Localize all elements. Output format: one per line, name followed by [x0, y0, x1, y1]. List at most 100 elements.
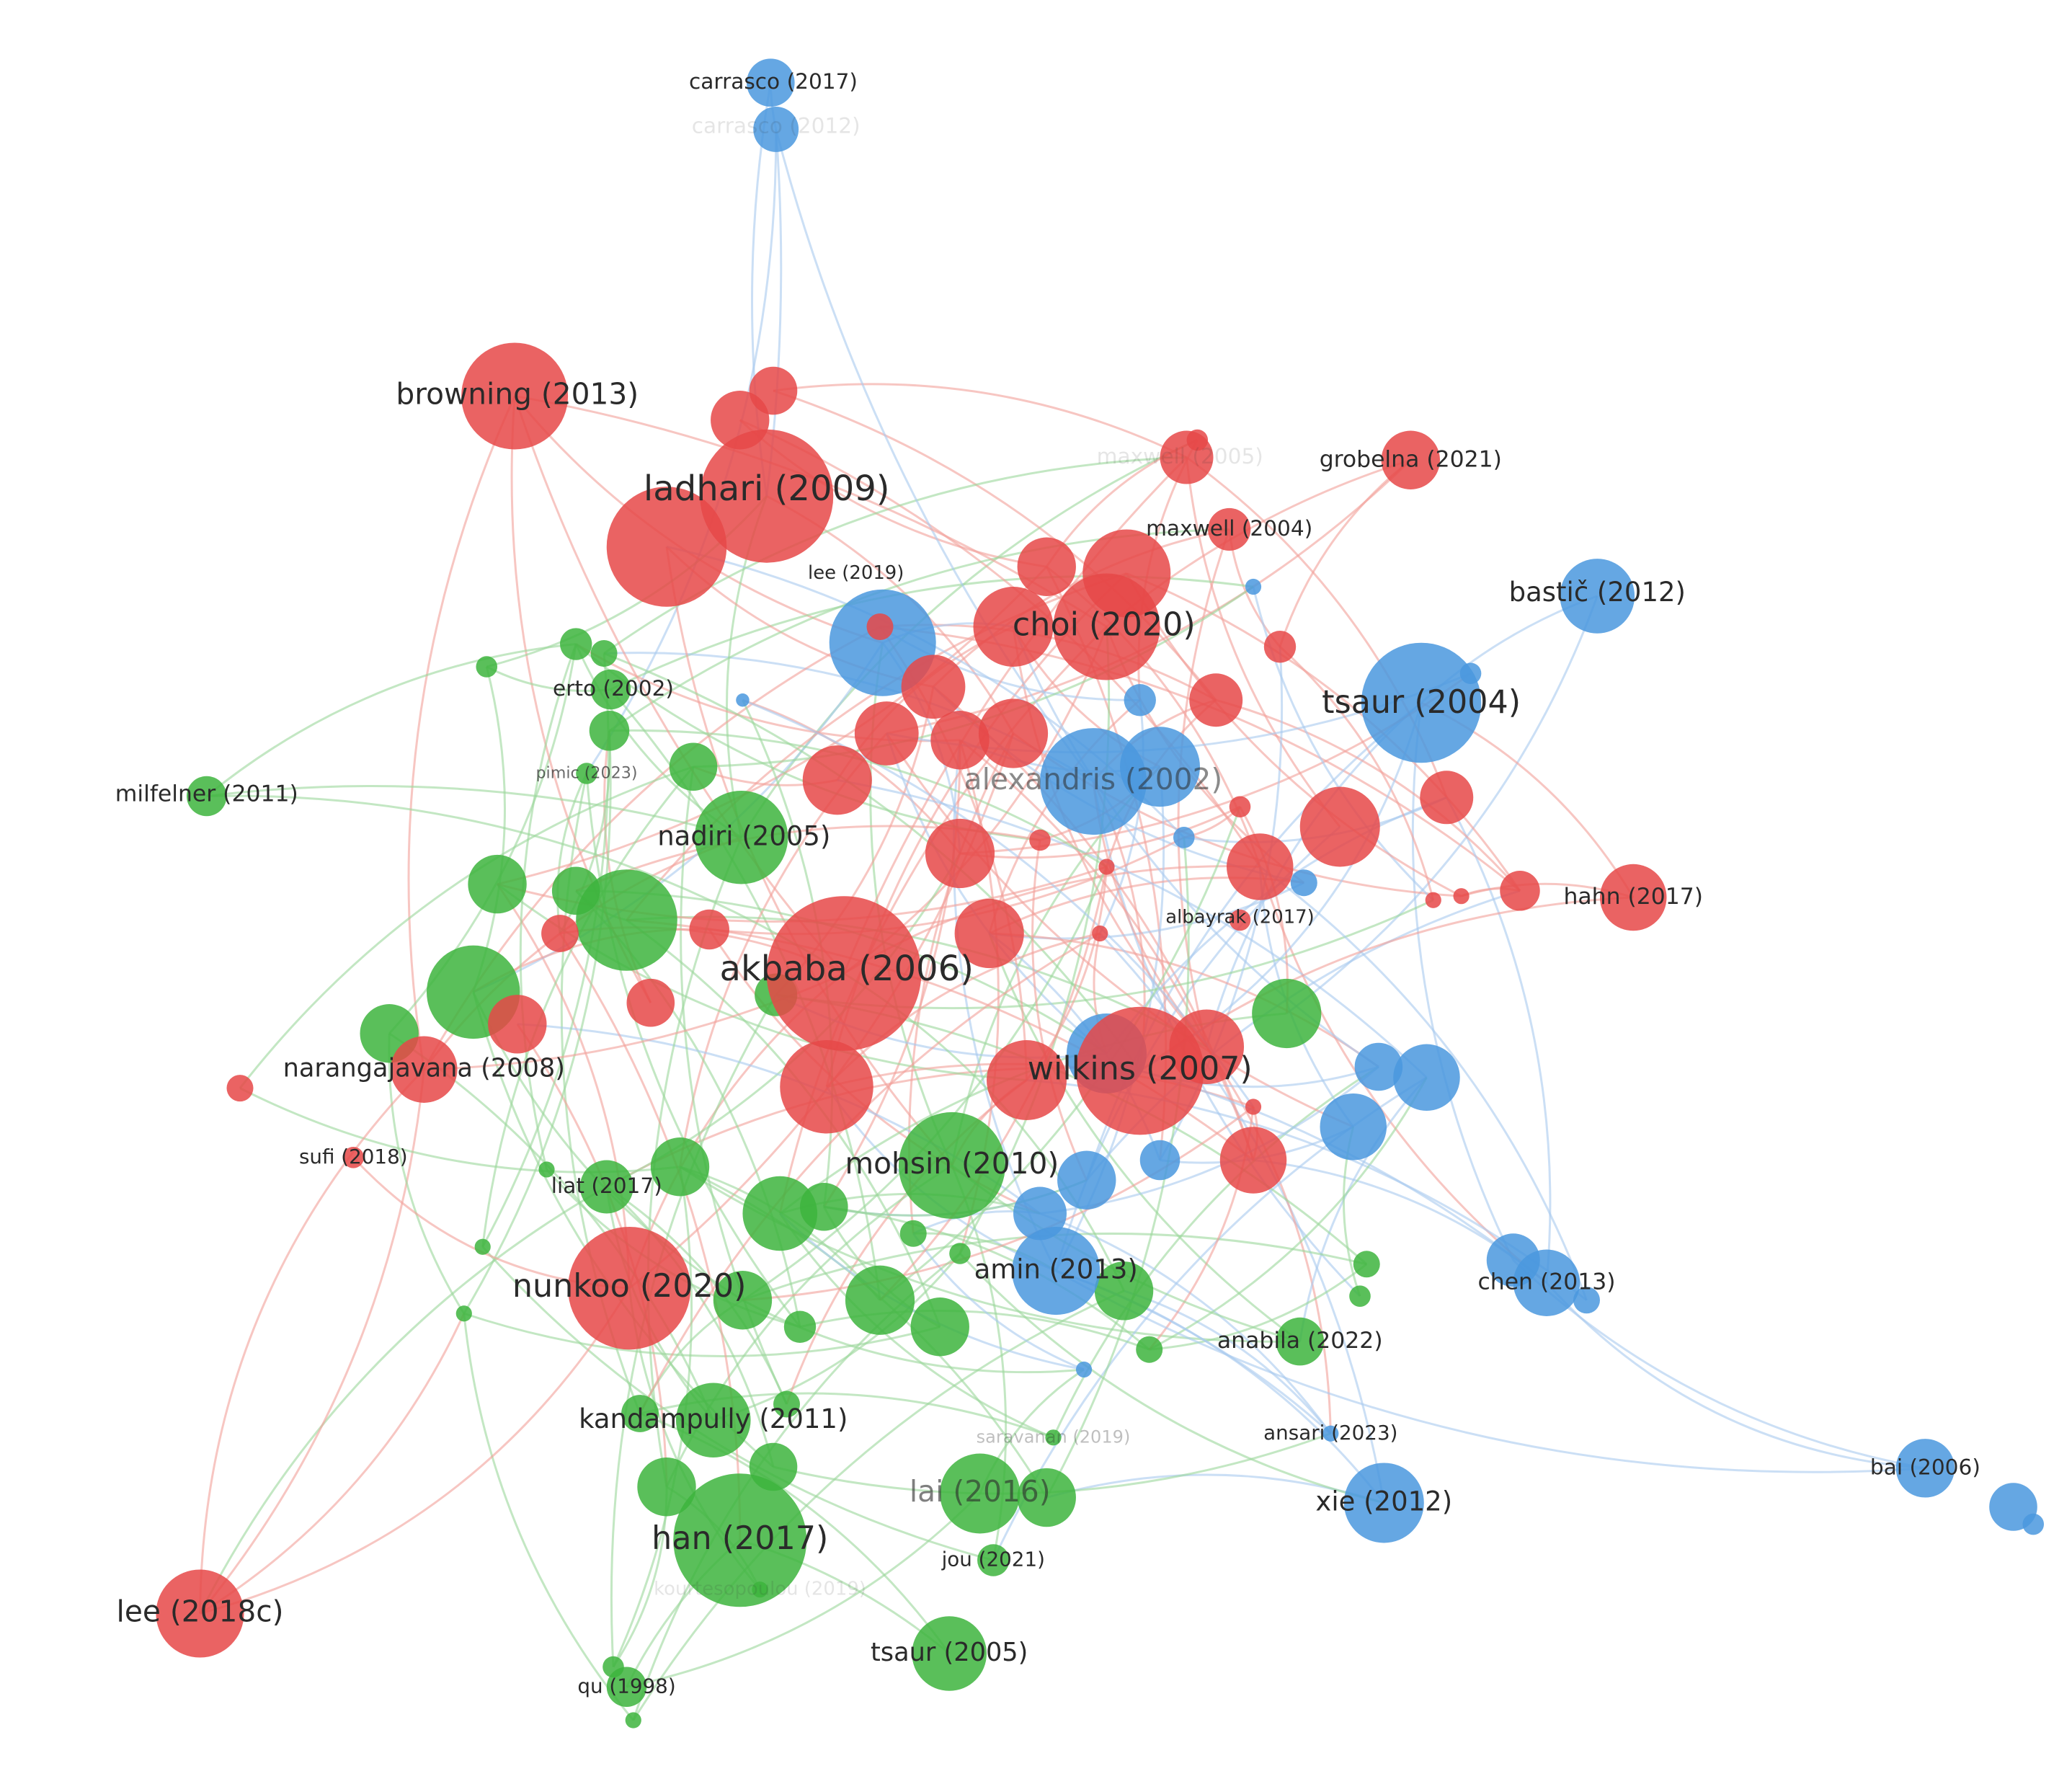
node — [1513, 1249, 1580, 1316]
node — [1075, 1006, 1204, 1135]
edge — [481, 766, 695, 1247]
node — [700, 429, 834, 563]
edge — [1258, 866, 1547, 1284]
node-label: erto (2002) — [553, 676, 674, 701]
node — [898, 1111, 1005, 1219]
node — [455, 1305, 472, 1322]
node — [1453, 888, 1469, 905]
edge — [200, 1287, 631, 1615]
edge — [1149, 1263, 1368, 1351]
node — [1393, 1044, 1460, 1111]
edge — [519, 644, 577, 1170]
node-label: liat (2017) — [551, 1173, 662, 1198]
node — [742, 1176, 818, 1251]
node-label: xie (2012) — [1315, 1486, 1452, 1517]
edge — [886, 459, 1412, 735]
node — [910, 1297, 969, 1357]
node — [576, 869, 677, 971]
node — [713, 1271, 773, 1330]
nodes — [156, 58, 2045, 1729]
node-label: maxwell (2005) — [1097, 444, 1263, 469]
node-label: ansari (2023) — [1263, 1421, 1397, 1445]
node — [1560, 559, 1635, 634]
edge — [605, 1186, 788, 1405]
node — [800, 1182, 848, 1231]
node — [1573, 1287, 1600, 1314]
node — [621, 1395, 659, 1432]
edge — [1252, 586, 1434, 901]
node — [1229, 909, 1251, 931]
edge — [823, 740, 961, 1208]
node-label: wilkins (2007) — [1028, 1051, 1253, 1088]
edge — [773, 383, 1188, 458]
node-label: alexandris (2002) — [964, 762, 1223, 797]
node — [949, 1243, 971, 1264]
edge — [959, 739, 1255, 1161]
node — [1245, 578, 1262, 595]
node — [2022, 1513, 2045, 1535]
node — [766, 896, 922, 1051]
node-label: albayrak (2017) — [1165, 906, 1315, 928]
edge — [585, 773, 801, 1328]
node — [1343, 1463, 1424, 1543]
node — [1361, 642, 1482, 763]
node-label: chen (2013) — [1477, 1269, 1615, 1295]
edge — [837, 778, 1428, 1078]
node-label: bai (2006) — [1870, 1455, 1980, 1479]
node — [694, 791, 788, 884]
edge — [1126, 572, 1521, 892]
edge — [773, 389, 1217, 701]
edge — [605, 1186, 775, 1468]
edge — [513, 395, 845, 975]
node — [1013, 1186, 1067, 1241]
node — [1349, 1285, 1371, 1307]
node — [1189, 673, 1243, 727]
node — [1252, 978, 1322, 1049]
node — [673, 1473, 807, 1607]
edge — [1411, 702, 1515, 1261]
node — [925, 818, 995, 889]
node — [1381, 430, 1441, 489]
node — [1354, 1042, 1403, 1091]
node-label: hahn (2017) — [1563, 884, 1703, 910]
node — [1012, 1227, 1101, 1315]
node — [474, 1238, 491, 1255]
node-label: milfelner (2011) — [115, 781, 298, 807]
node — [669, 742, 718, 791]
node — [940, 1453, 1021, 1534]
node-label: carrasco (2012) — [692, 113, 861, 138]
node-label: browning (2013) — [396, 376, 639, 411]
node-label: kandampully (2011) — [579, 1403, 848, 1434]
node — [551, 866, 600, 915]
node — [899, 1220, 927, 1247]
node — [1229, 796, 1251, 818]
node — [1276, 1317, 1325, 1366]
edge — [407, 395, 516, 1070]
edge — [842, 456, 1188, 975]
node — [1136, 1336, 1163, 1363]
node — [1160, 430, 1214, 484]
edge — [639, 932, 1101, 1414]
edge — [988, 933, 1301, 1343]
node-label: kourtesopoulou (2019) — [654, 1579, 866, 1600]
node — [930, 711, 990, 770]
node — [576, 763, 597, 784]
edge — [1149, 1077, 1428, 1351]
edge — [199, 1068, 425, 1614]
node — [1299, 786, 1380, 867]
edge — [742, 866, 1108, 1302]
node — [1173, 827, 1195, 848]
node — [1040, 728, 1147, 835]
node-label: nunkoo (2020) — [512, 1268, 747, 1305]
node — [1425, 892, 1441, 908]
node — [773, 1390, 800, 1418]
node — [866, 613, 894, 640]
node — [1227, 833, 1294, 900]
node — [987, 1040, 1067, 1120]
node — [589, 711, 630, 751]
node — [625, 1712, 641, 1729]
edge — [206, 785, 742, 839]
node — [590, 640, 618, 667]
edge — [1259, 866, 1588, 1301]
